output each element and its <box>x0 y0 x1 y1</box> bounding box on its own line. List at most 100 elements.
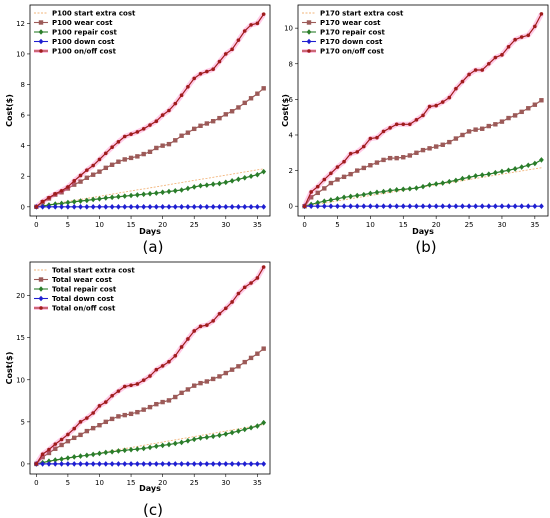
panel-b-series-p170-wear-cost-point <box>453 136 459 141</box>
panel-a-legend-item-p100-on-off-cost: P100 on/off cost <box>34 48 117 56</box>
panel-b-series-p170-wear-cost-point <box>447 139 452 145</box>
panel-a-series-p100-on-off-cost-point <box>85 168 89 172</box>
panel-c-x-tick-label: 0 <box>34 479 38 487</box>
panel-a-x-tick-label: 35 <box>253 221 262 229</box>
panel-a-series-p100-on-off-cost-point <box>211 67 215 72</box>
panel-b-x-tick-label: 5 <box>335 221 339 229</box>
panel-a-series-p100-repair-cost-point <box>103 195 109 201</box>
panel-b-series-p170-wear-cost-point <box>499 119 505 124</box>
panel-c-series-total-wear-cost-point <box>46 450 52 456</box>
panel-a-series-p100-repair-cost-point <box>242 174 248 181</box>
panel-b-series-p170-on-off-cost-point <box>394 122 399 127</box>
panel-b-series-p170-wear-cost-point <box>506 115 511 121</box>
panel-c-series-total-wear-cost-point <box>103 419 108 425</box>
panel-a-legend-item-p100-repair-cost-label: P100 repair cost <box>52 29 118 37</box>
panel-a-series-p100-down-cost-point <box>97 204 102 210</box>
panel-c-series-total-repair-cost-point <box>116 448 121 454</box>
panel-c-series-total-repair-cost-point <box>261 419 267 426</box>
panel-b-series-p170-wear-cost-point <box>322 186 327 191</box>
panel-c-series-total-repair-cost-point <box>166 441 172 448</box>
panel-a-series-p100-on-off-cost-point <box>192 76 197 81</box>
panel-b-legend-item-p170-repair-cost-label: P170 repair cost <box>320 29 386 37</box>
panel-a-series-p100-wear-cost-point <box>185 130 191 135</box>
panel-c-series-total-on-off-cost-point <box>223 306 228 311</box>
panel-b-series-p170-down-cost-point <box>446 203 452 210</box>
panel-c-series-total-wear-cost-point <box>97 423 102 428</box>
panel-b-series-p170-wear-cost-point <box>519 109 524 115</box>
panel-c-series-total-wear-cost-point <box>109 416 115 422</box>
panel-c-series-total-down-cost-point <box>172 461 178 467</box>
panel-a-series-p100-on-off-cost-point <box>230 47 234 52</box>
panel-b-series-p170-down-cost-point <box>466 203 472 210</box>
panel-b-series-p170-on-off-cost-point <box>473 68 478 72</box>
panel-b-series-p170-wear-cost-point <box>433 144 439 149</box>
panel-c-series-total-on-off-cost-point <box>116 389 121 393</box>
panel-c-series-total-on-off-cost-point <box>236 291 241 296</box>
panel-c-series-total-repair-cost-point <box>90 451 96 458</box>
panel-b-series-p170-down-cost-point <box>440 203 446 210</box>
panel-a-series-p100-down-cost-point <box>217 204 222 210</box>
panel-c-series-total-on-off-cost-point <box>217 311 222 316</box>
panel-a-legend-item-p100-on-off-cost-label: P100 on/off cost <box>52 48 117 56</box>
panel-a-legend-item-p100-start-extra-cost: P100 start extra cost <box>34 10 136 18</box>
panel-a-series-p100-on-off-cost-point <box>135 130 140 134</box>
panel-c-series-total-wear-cost-point <box>53 446 58 451</box>
panel-a-series-p100-wear-cost-point <box>135 154 140 159</box>
panel-a-series-p100-wear-cost-point <box>236 105 241 110</box>
panel-a-y-tick-label: 0 <box>21 203 25 211</box>
panel-c-series-total-down-cost-point <box>65 461 71 467</box>
panel-b-legend-item-p170-down-cost-label: P170 down cost <box>320 38 383 46</box>
panel-a-legend-item-p100-down-cost-label: P100 down cost <box>52 38 115 46</box>
panel-b-series-p170-wear-cost-point <box>308 195 314 200</box>
panel-a-series-p100-down-cost-point <box>210 204 216 210</box>
panel-b-series-p170-down-cost-point <box>315 203 321 210</box>
panel-b-series-p170-on-off-cost-point <box>526 33 531 38</box>
panel-b-x-tick-label: 35 <box>530 221 539 229</box>
panel-c-series-total-on-off-cost-point <box>148 374 152 378</box>
panel-b-series-p170-wear-cost-point <box>381 157 386 163</box>
panel-b-series-p170-down-cost-point <box>427 203 432 210</box>
panel-c-series-total-repair-cost-point <box>78 453 83 459</box>
panel-a-series-p100-repair-cost-point <box>204 182 210 188</box>
panel-b-x-tick-label: 25 <box>465 221 474 229</box>
panel-c-series-total-down-cost-point <box>179 461 184 467</box>
panel-c-series-total-on-off-cost-point <box>122 384 127 389</box>
panel-c-legend-item-total-repair-cost-label: Total repair cost <box>52 286 117 294</box>
panel-b-series-p170-down-cost-point <box>539 203 544 210</box>
panel-b-series-p170-on-off-cost-point <box>309 190 313 194</box>
panel-b-series-p170-down-cost-point <box>453 203 459 210</box>
panel-a-series-p100-repair-cost-point <box>122 193 128 199</box>
panel-a-series-p100-wear-cost-point <box>141 151 146 157</box>
panel-a-series-p100-repair-cost-point <box>65 199 71 206</box>
panel-a-series-p100-down-cost-point <box>254 204 260 210</box>
panel-c-series-total-down-cost-point <box>242 461 248 467</box>
panel-c-series-total-on-off-cost-point <box>261 265 266 269</box>
panel-b-series-p170-wear-cost-point <box>361 165 366 171</box>
panel-a-series-p100-repair-cost-point <box>153 190 159 196</box>
panel-a-series-p100-repair-cost-point <box>229 178 235 184</box>
panel-b-series-p170-wear-cost-point <box>526 106 531 111</box>
panel-a-series-p100-repair-cost-point <box>71 198 77 205</box>
panel-c-legend-item-total-down-cost: Total down cost <box>34 295 114 303</box>
panel-c-series-total-on-off-cost-point <box>53 442 58 446</box>
panel-b-series-p170-wear-cost-point <box>368 163 373 168</box>
panel-a-series-p100-on-off-cost-point <box>223 52 228 56</box>
panel-b-series-p170-wear-cost-point <box>486 123 491 129</box>
panel-a-y-tick-label: 12 <box>16 20 25 28</box>
panel-a-series-p100-down-cost-point <box>185 204 191 210</box>
panel-b-x-tick-label: 30 <box>497 221 506 229</box>
panel-b-y-tick-label: 4 <box>289 131 294 139</box>
panel-b-series-p170-on-off-cost-point <box>342 159 346 164</box>
panel-a-series-p100-repair-cost-point <box>90 196 96 203</box>
panel-c-series-total-down-cost-point <box>78 461 83 467</box>
panel-b-series-p170-repair-cost-point <box>519 164 525 170</box>
panel-a-series-p100-on-off-cost-point <box>129 132 133 136</box>
panel-a-series-p100-wear-cost-point <box>179 133 184 138</box>
panel-c-series-total-repair-cost-point <box>71 454 77 460</box>
panel-b-series-p170-repair-cost-point <box>460 175 465 182</box>
panel-c-series-total-down-cost-point <box>236 461 241 467</box>
panel-b-x-axis-label: Days <box>412 227 434 236</box>
panel-b-y-tick-label: 10 <box>284 25 293 33</box>
panel-a-series-p100-wear-cost-point <box>84 175 90 180</box>
